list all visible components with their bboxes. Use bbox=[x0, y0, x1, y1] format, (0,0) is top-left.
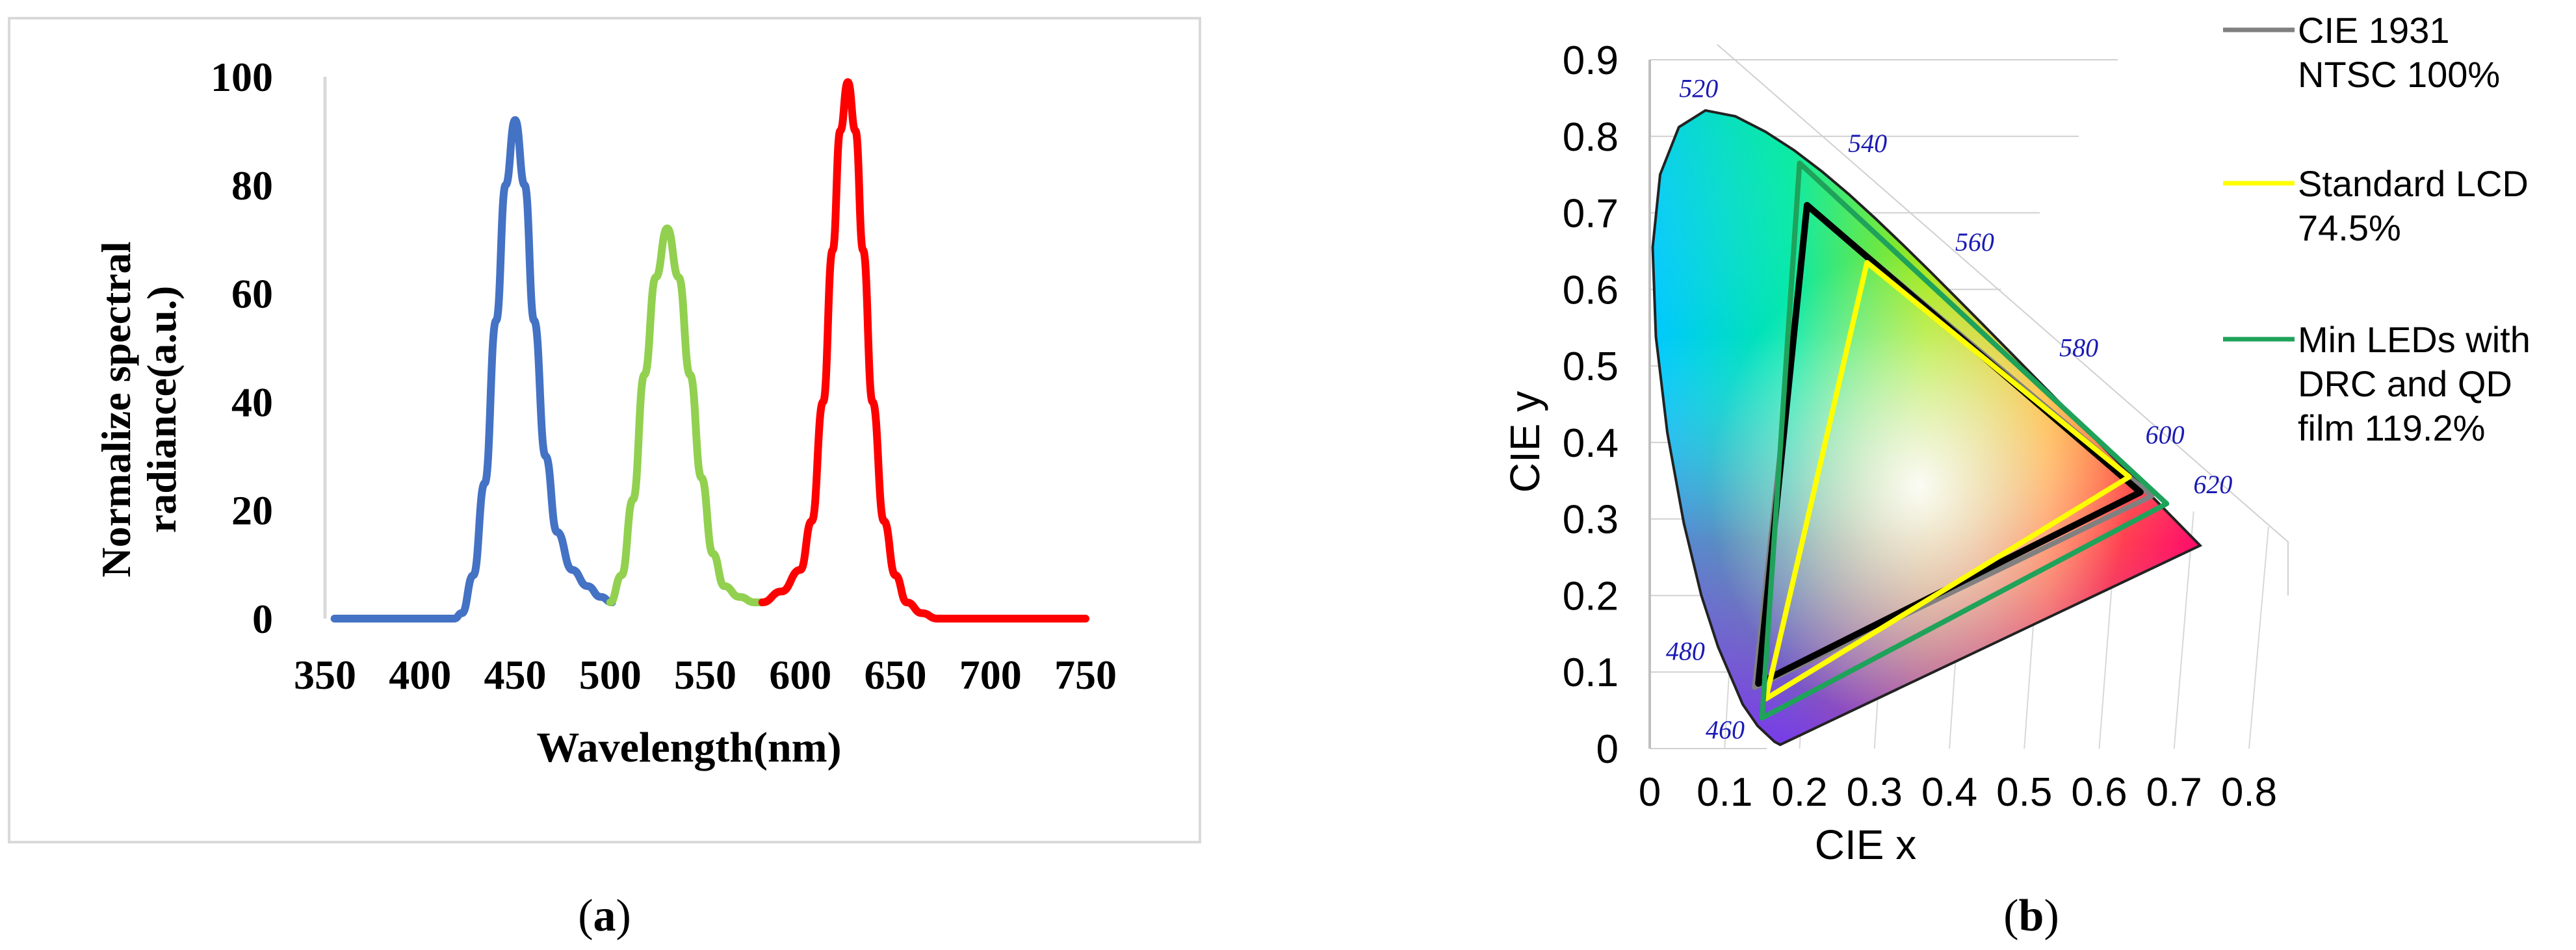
legend-label-lcd-line2: 74.5% bbox=[2298, 207, 2401, 248]
wavelength-label-540: 540 bbox=[1848, 129, 1887, 158]
chart-a-x-tick-750: 750 bbox=[1054, 652, 1117, 698]
wavelength-label-580: 580 bbox=[2059, 333, 2098, 362]
wavelength-label-620: 620 bbox=[2193, 470, 2232, 499]
chart-a-y-tick-60: 60 bbox=[231, 271, 273, 317]
cie-x-tick-0.6: 0.6 bbox=[2071, 770, 2127, 815]
cie-y-tick-0.9: 0.9 bbox=[1563, 38, 1619, 83]
spectrum-line-red bbox=[758, 78, 1089, 623]
cie-y-tick-0.3: 0.3 bbox=[1563, 498, 1619, 543]
spectrum-line-green bbox=[606, 224, 766, 606]
chart-a-x-tick-650: 650 bbox=[865, 652, 927, 698]
cie-spectral-locus bbox=[1651, 109, 2203, 747]
wavelength-label-520: 520 bbox=[1679, 74, 1718, 103]
cie-legend: CIE 1931 NTSC 100% Standard LCD 74.5% Mi… bbox=[2223, 10, 2530, 448]
legend-entry-ntsc: CIE 1931 NTSC 100% bbox=[2223, 10, 2500, 95]
gamut-triangle-3 bbox=[1759, 160, 2170, 721]
panel-a-caption: (a) bbox=[578, 891, 631, 941]
chart-a-x-tick-550: 550 bbox=[674, 652, 736, 698]
panel-b-caption-letter: b bbox=[2019, 891, 2044, 941]
panel-a-caption-letter: a bbox=[593, 891, 616, 941]
chart-a-y-axis-label-line2: radiance(a.u.) bbox=[138, 286, 185, 533]
cie-gamut-triangles bbox=[1752, 160, 2170, 721]
legend-label-ntsc-line2: NTSC 100% bbox=[2298, 54, 2500, 95]
gamut-triangle-2 bbox=[1763, 260, 2132, 702]
grid-edge bbox=[1717, 44, 2289, 596]
chart-a-y-tick-20: 20 bbox=[231, 487, 273, 533]
chart-a-x-tick-700: 700 bbox=[959, 652, 1022, 698]
cie-x-tick-labels: 0 0.1 0.2 0.3 0.4 0.5 0.6 0.7 0.8 bbox=[1639, 770, 2277, 815]
chart-a-y-tick-labels: 0 20 40 60 80 100 bbox=[211, 54, 273, 642]
cie-y-tick-0.6: 0.6 bbox=[1563, 268, 1619, 313]
legend-entry-lcd: Standard LCD 74.5% bbox=[2223, 163, 2529, 248]
cie-y-tick-0.8: 0.8 bbox=[1563, 115, 1619, 160]
chart-a-x-tick-600: 600 bbox=[769, 652, 831, 698]
grid-line-v bbox=[2248, 526, 2269, 749]
chart-a-y-tick-80: 80 bbox=[231, 162, 273, 209]
cie-x-axis-label: CIE x bbox=[1815, 821, 1916, 868]
cie-x-tick-0.7: 0.7 bbox=[2146, 770, 2202, 815]
cie-y-tick-0: 0 bbox=[1596, 727, 1619, 772]
chart-a-x-tick-350: 350 bbox=[294, 652, 356, 698]
cie-y-tick-0.7: 0.7 bbox=[1563, 192, 1619, 237]
chart-a-y-tick-0: 0 bbox=[252, 596, 273, 642]
cie-y-tick-0.2: 0.2 bbox=[1563, 574, 1619, 619]
chart-a-y-tick-100: 100 bbox=[211, 54, 273, 100]
chart-a-y-tick-40: 40 bbox=[231, 379, 273, 425]
wavelength-label-480: 480 bbox=[1666, 636, 1705, 665]
cie-y-tick-0.1: 0.1 bbox=[1563, 650, 1619, 695]
cie-x-tick-0.2: 0.2 bbox=[1771, 770, 1827, 815]
cie-x-tick-0.1: 0.1 bbox=[1697, 770, 1752, 815]
cie-x-tick-0.5: 0.5 bbox=[1996, 770, 2052, 815]
spectrum-line-blue bbox=[330, 116, 616, 623]
wavelength-label-560: 560 bbox=[1955, 227, 1994, 257]
chart-a-x-axis-label: Wavelength(nm) bbox=[536, 724, 841, 771]
panel-b-caption: (b) bbox=[2003, 891, 2059, 941]
chart-a-x-tick-labels: 350 400 450 500 550 600 650 700 750 bbox=[294, 652, 1117, 698]
chart-a-series bbox=[330, 78, 1089, 623]
panel-b-cie-diagram: 460 480 520 540 560 580 600 620 0 0.1 0.2 0.3 0.4 0.… bbox=[1502, 10, 2530, 941]
cie-y-axis-label: CIE y bbox=[1502, 391, 1548, 493]
cie-wavelength-labels: 460 480 520 540 560 580 600 620 bbox=[1666, 74, 2233, 745]
legend-label-minled-line1: Min LEDs with bbox=[2298, 319, 2530, 360]
panel-a-spectrum-chart: 0 20 40 60 80 100 350 400 450 500 550 600 650 700 750… bbox=[8, 17, 1201, 941]
legend-entry-minled: Min LEDs with DRC and QD film 119.2% bbox=[2223, 319, 2530, 448]
cie-x-tick-0: 0 bbox=[1639, 770, 1661, 815]
cie-x-tick-0.3: 0.3 bbox=[1847, 770, 1903, 815]
legend-label-lcd-line1: Standard LCD bbox=[2298, 163, 2529, 204]
wavelength-label-600: 600 bbox=[2146, 420, 2185, 450]
cie-x-tick-0.4: 0.4 bbox=[1921, 770, 1977, 815]
wavelength-label-460: 460 bbox=[1706, 715, 1745, 745]
chart-a-x-tick-450: 450 bbox=[484, 652, 547, 698]
legend-label-minled-line2: DRC and QD bbox=[2298, 363, 2512, 404]
chart-a-x-tick-500: 500 bbox=[579, 652, 642, 698]
chart-a-y-axis-label: Normalize spectral radiance(a.u.) bbox=[93, 241, 185, 577]
cie-x-tick-0.8: 0.8 bbox=[2221, 770, 2277, 815]
locus-white-point-glow bbox=[1652, 110, 2200, 745]
cie-y-tick-labels: 0 0.1 0.2 0.3 0.4 0.5 0.6 0.7 0.8 0.9 bbox=[1563, 38, 1619, 772]
chart-a-y-axis-label-line1: Normalize spectral bbox=[93, 241, 139, 577]
cie-y-tick-0.4: 0.4 bbox=[1563, 421, 1619, 466]
cie-y-tick-0.5: 0.5 bbox=[1563, 344, 1619, 389]
legend-label-ntsc-line1: CIE 1931 bbox=[2298, 10, 2450, 51]
chart-a-frame bbox=[8, 17, 1201, 843]
legend-label-minled-line3: film 119.2% bbox=[2298, 407, 2485, 448]
chart-a-x-tick-400: 400 bbox=[389, 652, 451, 698]
